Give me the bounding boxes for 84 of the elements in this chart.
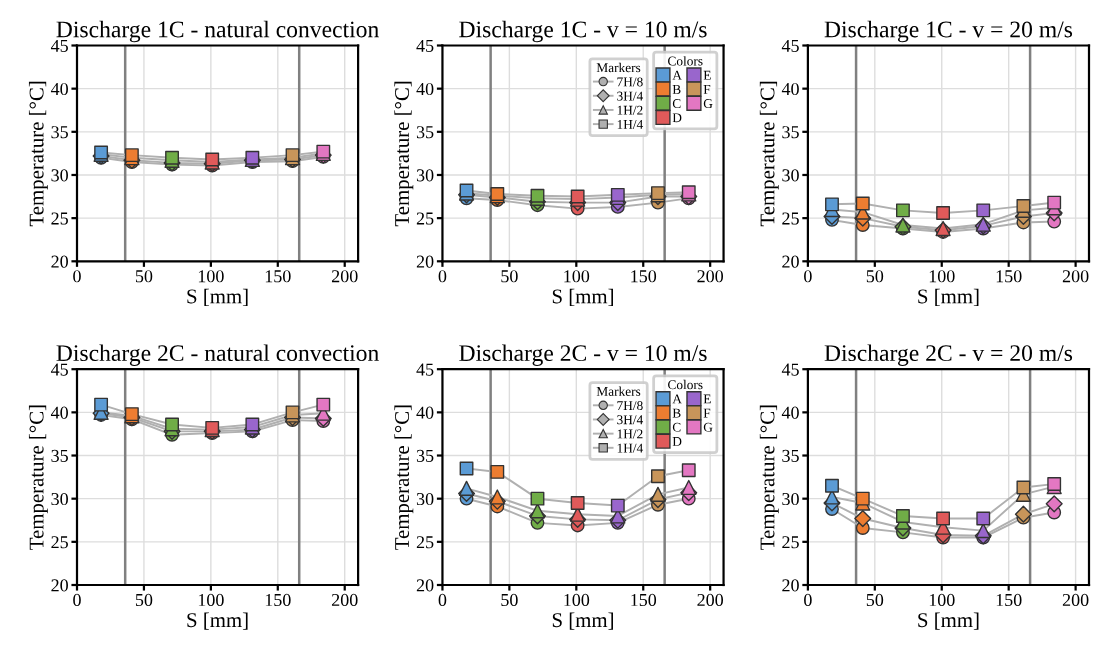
y-tick-label: 40: [416, 406, 434, 419]
y-tick-label: 35: [416, 126, 434, 139]
x-tick-label: 50: [501, 593, 518, 607]
x-axis-title: S [mm]: [918, 612, 979, 630]
y-tick-label: 40: [50, 406, 68, 419]
y-axis-title: Temperature [°C]: [28, 405, 48, 550]
y-axis-title: Temperature [°C]: [759, 81, 779, 227]
y-tick-label: 25: [51, 212, 68, 225]
y-tick-label: 20: [51, 579, 68, 592]
y-tick-label: 45: [781, 363, 799, 376]
x-axis-title: S [mm]: [552, 288, 613, 307]
chart-title: Discharge 2C - v = 10 m/s: [459, 344, 707, 366]
y-axis-title: Temperature [°C]: [28, 81, 48, 227]
x-tick-label: 150: [996, 270, 1022, 283]
x-tick-label: 50: [866, 593, 884, 607]
y-tick-label: 20: [416, 255, 434, 268]
x-tick-label: 100: [564, 270, 590, 283]
x-tick-label: 0: [438, 270, 447, 283]
y-tick-label: 30: [416, 169, 434, 182]
y-tick-label: 40: [781, 406, 799, 419]
x-tick-label: 200: [331, 593, 358, 607]
chart-title: Discharge 1C - natural convection: [56, 20, 379, 43]
y-tick-label: 30: [782, 169, 799, 182]
x-tick-label: 200: [697, 270, 724, 283]
x-tick-label: 150: [265, 270, 291, 283]
y-tick-label: 45: [781, 39, 799, 52]
x-tick-label: 200: [1062, 270, 1089, 283]
x-tick-label: 50: [135, 593, 153, 607]
x-tick-label: 0: [73, 270, 81, 283]
x-tick-label: 50: [501, 270, 518, 283]
y-tick-label: 40: [416, 82, 434, 96]
y-tick-label: 20: [416, 579, 434, 592]
y-tick-label: 40: [50, 82, 68, 96]
x-tick-label: 200: [697, 593, 724, 607]
x-tick-label: 150: [631, 270, 657, 283]
x-tick-label: 0: [73, 593, 81, 607]
y-axis-title: Temperature [°C]: [394, 81, 414, 227]
y-tick-label: 25: [51, 536, 68, 549]
x-tick-label: 150: [265, 593, 291, 607]
y-tick-label: 25: [782, 536, 799, 549]
y-tick-label: 30: [51, 169, 68, 182]
x-tick-label: 100: [929, 270, 955, 283]
y-tick-label: 35: [782, 126, 799, 139]
x-axis-title: S [mm]: [552, 612, 613, 630]
y-tick-label: 30: [782, 492, 799, 506]
x-tick-label: 0: [804, 270, 812, 283]
chart-title: Discharge 2C - v = 20 m/s: [824, 344, 1073, 366]
y-tick-label: 30: [51, 492, 68, 506]
y-axis-title: Temperature [°C]: [759, 405, 779, 550]
x-tick-label: 0: [804, 593, 812, 607]
y-tick-label: 20: [51, 255, 68, 268]
y-tick-label: 35: [51, 449, 68, 462]
y-tick-label: 35: [782, 449, 799, 462]
y-tick-label: 35: [51, 126, 68, 139]
x-tick-label: 100: [564, 593, 590, 607]
x-tick-label: 0: [438, 593, 447, 607]
y-tick-label: 25: [782, 212, 799, 225]
chart-title: Discharge 1C - v = 20 m/s: [824, 20, 1073, 43]
x-axis-title: S [mm]: [187, 612, 248, 630]
x-axis-title: S [mm]: [187, 288, 248, 307]
chart-title: Discharge 2C - natural convection: [56, 344, 379, 366]
y-tick-label: 35: [416, 449, 434, 462]
x-axis-title: S [mm]: [918, 288, 979, 307]
y-tick-label: 45: [416, 39, 434, 52]
chart-title: Discharge 1C - v = 10 m/s: [459, 20, 707, 43]
y-tick-label: 40: [781, 82, 799, 96]
y-axis-title: Temperature [°C]: [394, 405, 414, 550]
y-tick-label: 30: [416, 492, 434, 506]
y-tick-label: 45: [50, 363, 68, 376]
x-tick-label: 200: [331, 270, 358, 283]
x-tick-label: 100: [929, 593, 955, 607]
x-tick-label: 200: [1062, 593, 1089, 607]
y-tick-label: 25: [416, 536, 434, 549]
x-tick-label: 100: [198, 593, 224, 607]
y-tick-label: 20: [782, 255, 799, 268]
y-tick-label: 45: [50, 39, 68, 52]
y-tick-label: 20: [782, 579, 799, 592]
x-tick-label: 50: [135, 270, 153, 283]
x-tick-label: 50: [866, 270, 884, 283]
x-tick-label: 100: [198, 270, 224, 283]
x-tick-label: 150: [996, 593, 1022, 607]
x-tick-label: 150: [631, 593, 657, 607]
y-tick-label: 25: [416, 212, 434, 225]
y-tick-label: 45: [416, 363, 434, 376]
